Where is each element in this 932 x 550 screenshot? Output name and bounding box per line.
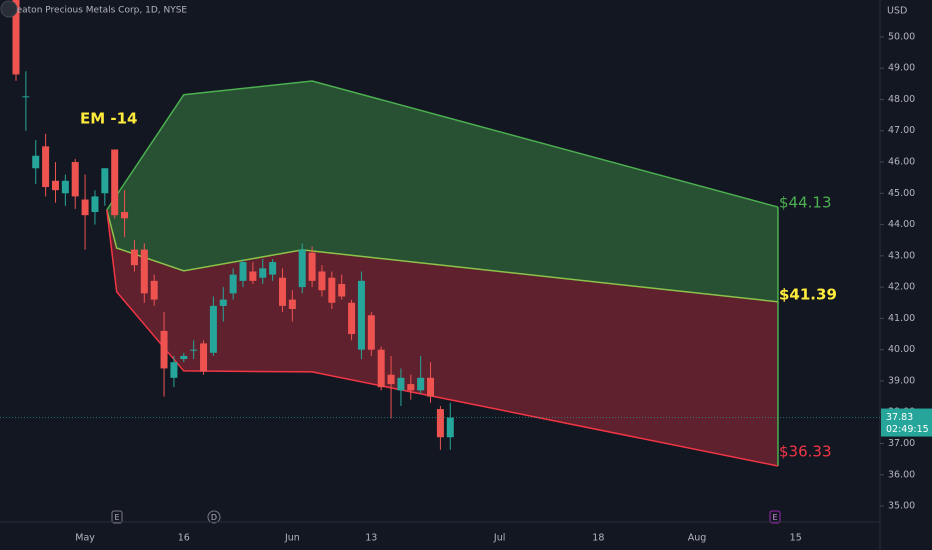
- candle-body: [91, 196, 99, 213]
- annotation: EM -14: [80, 110, 138, 128]
- candle-body: [417, 377, 425, 391]
- candle-body: [348, 302, 356, 335]
- candle-body: [160, 330, 168, 369]
- candle-body: [12, 0, 20, 75]
- candle-body: [71, 162, 79, 197]
- y-tick-label: 35.00: [888, 501, 915, 512]
- candle-body: [130, 249, 138, 266]
- candle-body: [269, 262, 277, 275]
- candle-body: [170, 362, 178, 378]
- candle-body: [338, 283, 346, 297]
- x-tick-label: May: [75, 533, 95, 544]
- x-tick-label: 18: [592, 533, 604, 544]
- y-tick-label: 44.00: [888, 219, 915, 230]
- candle-body: [121, 212, 129, 219]
- last-price-box: [881, 408, 932, 437]
- event-marker[interactable]: [769, 510, 781, 524]
- candle-body: [51, 180, 59, 191]
- y-tick-label: 50.00: [888, 31, 915, 42]
- currency-label: USD: [887, 6, 907, 17]
- y-tick-label: 45.00: [888, 188, 915, 199]
- x-tick-label: 15: [790, 533, 802, 544]
- chart-title: Wheaton Precious Metals Corp, 1D, NYSE: [2, 6, 187, 16]
- x-tick-label: Jul: [493, 533, 505, 544]
- candle-body: [407, 384, 415, 391]
- candle-body: [42, 146, 50, 188]
- y-tick-label: 39.00: [888, 375, 915, 386]
- candle-body: [200, 343, 208, 372]
- candle-body: [357, 280, 365, 350]
- x-tick-label: 16: [178, 533, 190, 544]
- candle-body: [278, 277, 286, 306]
- candle-body: [150, 280, 158, 300]
- annotation: $44.13: [779, 194, 832, 212]
- candle-body: [111, 149, 119, 216]
- annotation: $36.33: [779, 443, 832, 461]
- candle-body: [446, 417, 454, 438]
- candle-body: [219, 299, 227, 306]
- x-tick-label: Jun: [284, 533, 300, 544]
- candle-body: [367, 315, 375, 350]
- candle-body: [308, 252, 316, 281]
- event-label: E: [772, 513, 777, 522]
- band-fill: [106, 81, 778, 302]
- event-marker[interactable]: [207, 510, 221, 524]
- event-marker[interactable]: [111, 510, 123, 524]
- annotation: $41.39: [779, 286, 837, 304]
- y-tick-label: 40.00: [888, 344, 915, 355]
- candle-body: [239, 262, 247, 281]
- candle-body: [61, 180, 69, 194]
- x-tick-label: 13: [365, 533, 377, 544]
- y-tick-label: 47.00: [888, 125, 915, 136]
- candle-body: [288, 299, 296, 310]
- candle-body: [190, 349, 198, 351]
- plot-area: [12, 0, 779, 467]
- candle-body: [259, 268, 267, 278]
- candle-body: [298, 249, 306, 288]
- candle-body: [427, 377, 435, 397]
- y-tick-label: 49.00: [888, 63, 915, 74]
- event-label: D: [211, 513, 217, 522]
- x-tick-label: Aug: [688, 533, 707, 544]
- y-tick-label: 46.00: [888, 157, 915, 168]
- candle-body: [81, 199, 89, 216]
- candle-body: [249, 271, 257, 281]
- candle-body: [22, 96, 30, 98]
- candle-body: [140, 249, 148, 294]
- candle-body: [436, 409, 444, 438]
- y-tick-label: 42.00: [888, 282, 915, 293]
- event-label: E: [114, 513, 119, 522]
- y-tick-label: 36.00: [888, 469, 915, 480]
- y-tick-label: 48.00: [888, 94, 915, 105]
- band-line: [106, 209, 779, 303]
- last-price-label: 37.83: [886, 412, 913, 423]
- y-tick-label: 43.00: [888, 250, 915, 261]
- candle-body: [229, 274, 237, 294]
- candle-body: [328, 277, 336, 303]
- candle-body: [32, 155, 40, 169]
- candle-body: [318, 271, 326, 291]
- y-tick-label: 41.00: [888, 313, 915, 324]
- candle-body: [387, 374, 395, 385]
- band-line: [106, 80, 779, 211]
- candle-body: [101, 168, 109, 194]
- candle-body: [180, 355, 188, 360]
- symbol-icon: [0, 0, 18, 18]
- countdown-label: 02:49:15: [886, 424, 929, 435]
- candle-body: [209, 305, 217, 353]
- y-tick-label: 37.00: [888, 438, 915, 449]
- candle-body: [397, 377, 405, 391]
- candle-body: [377, 349, 385, 388]
- band-line: [106, 209, 779, 467]
